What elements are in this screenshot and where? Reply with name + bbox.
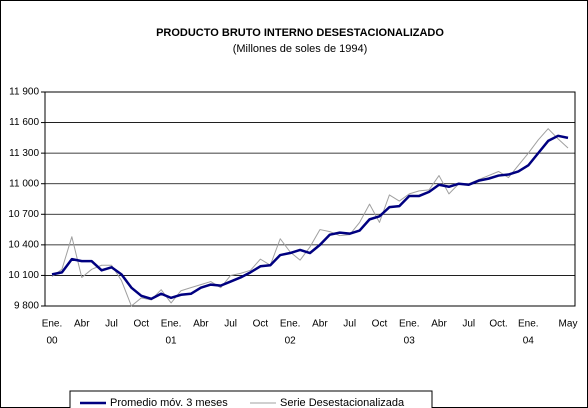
series-line	[51, 128, 569, 307]
x-tick-label: Abr	[312, 319, 328, 330]
x-tick-label: Oct.	[489, 319, 507, 330]
x-year-label: 01	[166, 336, 178, 347]
y-tick-label: 11 000	[9, 178, 39, 189]
x-tick-label: Oct	[372, 319, 388, 330]
x-tick-label: Jul	[105, 319, 118, 330]
x-tick-label: Oct	[253, 319, 269, 330]
chart-subtitle: (Millones de soles de 1994)	[233, 43, 368, 55]
y-tick-label: 10 700	[8, 209, 39, 220]
x-year-label: 02	[285, 336, 297, 347]
x-tick-label: Abr	[193, 319, 209, 330]
x-tick-label: Jul	[343, 319, 356, 330]
y-tick-label: 10 100	[8, 270, 39, 281]
x-year-label: 03	[404, 336, 416, 347]
x-tick-label: Abr	[74, 319, 90, 330]
x-tick-label: Abr	[431, 319, 447, 330]
x-tick-label: Oct	[134, 319, 150, 330]
series-line	[51, 134, 569, 301]
x-tick-label: Jul	[224, 319, 237, 330]
legend-label: Serie Desestacionalizada	[280, 397, 405, 408]
x-tick-label: May	[559, 319, 578, 330]
y-tick-label: 9 800	[14, 301, 39, 312]
x-tick-label: Ene.	[399, 319, 420, 330]
x-tick-label: Ene.	[280, 319, 301, 330]
x-tick-label: Jul	[462, 319, 475, 330]
legend-label: Promedio móv. 3 meses	[110, 397, 228, 408]
legend	[69, 390, 433, 408]
x-tick-label: Ene.	[42, 319, 63, 330]
y-tick-label: 10 400	[8, 239, 39, 250]
x-year-label: 00	[46, 336, 58, 347]
chart-title: PRODUCTO BRUTO INTERNO DESESTACIONALIZAD…	[156, 27, 444, 39]
y-tick-label: 11 900	[9, 87, 39, 98]
x-tick-label: Ene.	[161, 319, 182, 330]
x-tick-label: Ene.	[518, 319, 539, 330]
y-tick-label: 11 600	[9, 117, 39, 128]
plot-area	[44, 91, 576, 307]
x-year-label: 04	[523, 336, 535, 347]
y-tick-label: 11 300	[9, 148, 39, 159]
